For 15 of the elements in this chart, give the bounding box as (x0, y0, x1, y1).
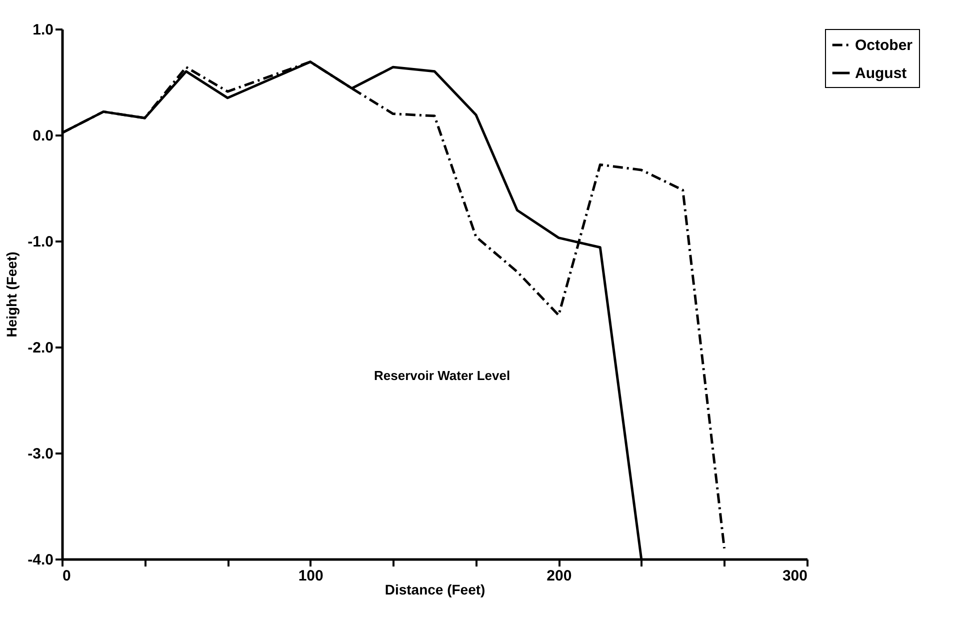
y-tick-label: -2.0 (28, 340, 54, 356)
y-tick-label: 0.0 (32, 128, 54, 144)
annotation: Reservoir Water Level (374, 368, 510, 383)
x-axis-title: Distance (Feet) (384, 582, 486, 598)
y-tick-label: -4.0 (28, 552, 54, 568)
x-tick-label: 0 (62, 568, 71, 584)
y-tick-label: -3.0 (28, 446, 54, 462)
x-tick-label: 300 (782, 568, 808, 584)
x-tick-label: 200 (546, 568, 572, 584)
legend-label: October (855, 37, 913, 54)
y-tick-label: 1.0 (32, 22, 54, 38)
x-tick-label: 100 (298, 568, 324, 584)
legend-label: August (855, 65, 907, 82)
y-tick-label: -1.0 (28, 234, 54, 250)
y-axis-title: Height (Feet) (4, 252, 20, 338)
